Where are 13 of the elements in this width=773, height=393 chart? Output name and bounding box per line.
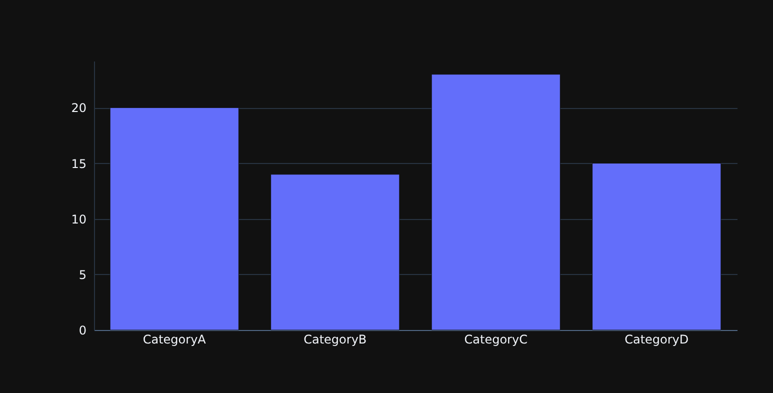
x-tick-label: CategoryA xyxy=(142,332,207,346)
x-tick-label: CategoryB xyxy=(304,332,367,346)
y-tick-label: 5 xyxy=(78,268,86,282)
y-tick-label: 15 xyxy=(71,156,86,171)
x-tick-label: CategoryD xyxy=(624,332,689,346)
bar xyxy=(592,163,722,330)
y-tick-label: 0 xyxy=(78,324,86,338)
bar xyxy=(270,174,400,330)
x-tick-label: CategoryC xyxy=(464,332,528,346)
bar xyxy=(431,74,560,330)
bar xyxy=(110,107,239,330)
y-tick-label: 10 xyxy=(71,212,86,226)
y-tick-label: 20 xyxy=(71,101,86,116)
